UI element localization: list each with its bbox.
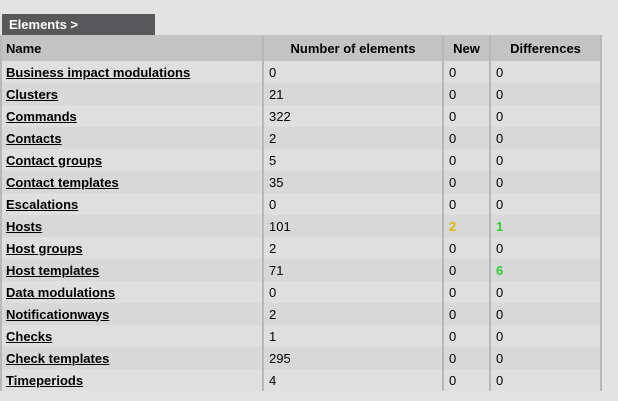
element-diff-cell: 0 [491, 193, 600, 215]
element-new-cell: 0 [444, 193, 489, 215]
element-diff-cell: 0 [491, 281, 600, 303]
table-row: Checks 1 0 0 [2, 325, 600, 347]
element-new-cell: 2 [444, 215, 489, 237]
element-link[interactable]: Check templates [6, 350, 110, 366]
table-row: Data modulations 0 0 0 [2, 281, 600, 303]
element-link[interactable]: Commands [6, 108, 77, 124]
element-diff-cell: 0 [491, 127, 600, 149]
element-link[interactable]: Host groups [6, 240, 83, 256]
element-link[interactable]: Business impact modulations [6, 64, 191, 80]
element-name-cell: Host groups [2, 237, 262, 259]
table-row: Host groups 2 0 0 [2, 237, 600, 259]
element-link[interactable]: Hosts [6, 218, 43, 234]
table-row: Business impact modulations 0 0 0 [2, 61, 600, 83]
element-diff-cell: 0 [491, 105, 600, 127]
element-new-cell: 0 [444, 105, 489, 127]
element-link[interactable]: Contacts [6, 130, 62, 146]
table-row: Contacts 2 0 0 [2, 127, 600, 149]
column-header-number-of-elements: Number of elements [264, 35, 442, 61]
element-name-cell: Data modulations [2, 281, 262, 303]
element-link[interactable]: Checks [6, 328, 53, 344]
element-count-cell: 2 [264, 303, 442, 325]
element-count-cell: 1 [264, 325, 442, 347]
table-row: Clusters 21 0 0 [2, 83, 600, 105]
table-row: Timeperiods 4 0 0 [2, 369, 600, 391]
element-count-cell: 101 [264, 215, 442, 237]
element-new-cell: 0 [444, 369, 489, 391]
element-name-cell: Business impact modulations [2, 61, 262, 83]
element-name-cell: Commands [2, 105, 262, 127]
table-row: Notificationways 2 0 0 [2, 303, 600, 325]
element-count-cell: 21 [264, 83, 442, 105]
element-count-cell: 5 [264, 149, 442, 171]
element-diff-cell: 0 [491, 171, 600, 193]
element-link[interactable]: Host templates [6, 262, 100, 278]
element-link[interactable]: Contact groups [6, 152, 103, 168]
element-diff-cell: 0 [491, 347, 600, 369]
element-name-cell: Contact groups [2, 149, 262, 171]
element-name-cell: Escalations [2, 193, 262, 215]
element-diff-cell: 6 [491, 259, 600, 281]
element-diff-cell: 0 [491, 369, 600, 391]
element-new-cell: 0 [444, 83, 489, 105]
element-name-cell: Contact templates [2, 171, 262, 193]
element-new-cell: 0 [444, 281, 489, 303]
element-name-cell: Hosts [2, 215, 262, 237]
element-count-cell: 35 [264, 171, 442, 193]
element-count-cell: 0 [264, 61, 442, 83]
element-diff-cell: 0 [491, 61, 600, 83]
table-row: Contact groups 5 0 0 [2, 149, 600, 171]
element-count-cell: 295 [264, 347, 442, 369]
element-link[interactable]: Timeperiods [6, 372, 84, 388]
element-new-cell: 0 [444, 325, 489, 347]
element-new-cell: 0 [444, 127, 489, 149]
element-link[interactable]: Contact templates [6, 174, 119, 190]
element-name-cell: Notificationways [2, 303, 262, 325]
table-row: Escalations 0 0 0 [2, 193, 600, 215]
column-header-name: Name [2, 35, 262, 61]
element-count-cell: 2 [264, 237, 442, 259]
element-name-cell: Checks [2, 325, 262, 347]
elements-breadcrumb[interactable]: Elements > [2, 14, 155, 35]
element-name-cell: Contacts [2, 127, 262, 149]
table-body: Business impact modulations 0 0 0 Cluste… [2, 61, 600, 391]
element-count-cell: 0 [264, 193, 442, 215]
element-count-cell: 322 [264, 105, 442, 127]
table-row: Contact templates 35 0 0 [2, 171, 600, 193]
table-row: Check templates 295 0 0 [2, 347, 600, 369]
element-diff-cell: 0 [491, 237, 600, 259]
elements-table: Name Number of elements New Differences … [0, 35, 602, 391]
element-new-cell: 0 [444, 149, 489, 171]
element-diff-cell: 1 [491, 215, 600, 237]
element-new-cell: 0 [444, 303, 489, 325]
table-header-row: Name Number of elements New Differences [2, 35, 600, 61]
element-count-cell: 0 [264, 281, 442, 303]
element-count-cell: 4 [264, 369, 442, 391]
element-link[interactable]: Data modulations [6, 284, 116, 300]
element-diff-cell: 0 [491, 303, 600, 325]
element-link[interactable]: Notificationways [6, 306, 110, 322]
element-count-cell: 2 [264, 127, 442, 149]
element-new-cell: 0 [444, 237, 489, 259]
element-name-cell: Timeperiods [2, 369, 262, 391]
table-row: Host templates 71 0 6 [2, 259, 600, 281]
column-header-differences: Differences [491, 35, 600, 61]
element-name-cell: Check templates [2, 347, 262, 369]
element-count-cell: 71 [264, 259, 442, 281]
element-new-cell: 0 [444, 61, 489, 83]
table-row: Hosts 101 2 1 [2, 215, 600, 237]
element-new-cell: 0 [444, 347, 489, 369]
element-diff-cell: 0 [491, 149, 600, 171]
column-header-new: New [444, 35, 489, 61]
element-new-cell: 0 [444, 171, 489, 193]
element-diff-cell: 0 [491, 325, 600, 347]
element-new-cell: 0 [444, 259, 489, 281]
element-name-cell: Clusters [2, 83, 262, 105]
element-name-cell: Host templates [2, 259, 262, 281]
element-diff-cell: 0 [491, 83, 600, 105]
table-row: Commands 322 0 0 [2, 105, 600, 127]
element-link[interactable]: Clusters [6, 86, 59, 102]
element-link[interactable]: Escalations [6, 196, 79, 212]
